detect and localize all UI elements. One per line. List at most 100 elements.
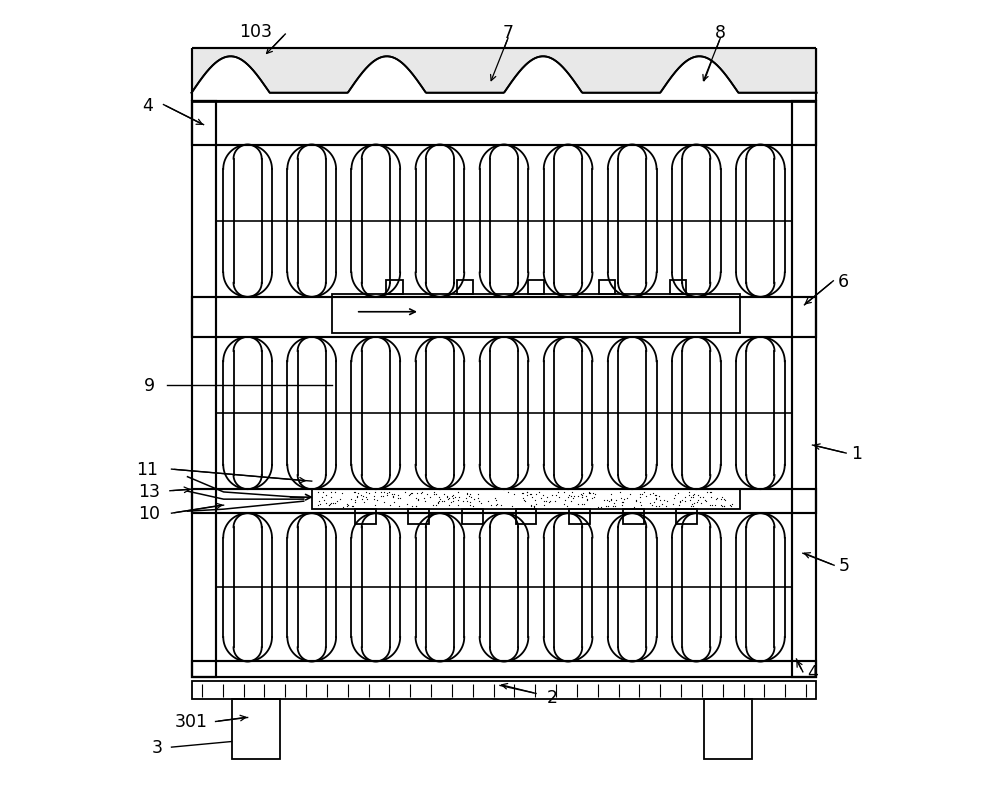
- Point: [367, 499, 383, 512]
- Point: [431, 491, 447, 503]
- Text: 9: 9: [144, 377, 155, 394]
- Point: [648, 493, 664, 506]
- Text: 1: 1: [851, 445, 862, 463]
- Point: [709, 491, 725, 504]
- Point: [570, 490, 586, 503]
- Point: [373, 490, 389, 503]
- Point: [417, 495, 433, 507]
- Point: [359, 493, 375, 506]
- Point: [413, 487, 429, 500]
- Point: [321, 499, 337, 512]
- Point: [648, 492, 664, 505]
- Point: [716, 499, 732, 512]
- Point: [681, 489, 697, 502]
- Point: [310, 499, 326, 512]
- Point: [533, 491, 549, 504]
- Point: [450, 494, 466, 507]
- Bar: [192, 101, 216, 678]
- Bar: [623, 510, 644, 524]
- Point: [366, 490, 382, 503]
- Point: [708, 492, 724, 505]
- Point: [355, 490, 371, 503]
- Point: [561, 488, 577, 501]
- Point: [526, 500, 542, 513]
- Point: [404, 499, 420, 512]
- Point: [578, 490, 594, 503]
- Point: [408, 492, 424, 505]
- Bar: [704, 699, 752, 759]
- Point: [581, 486, 597, 499]
- Bar: [462, 510, 483, 524]
- Point: [445, 495, 461, 507]
- Point: [716, 499, 732, 512]
- Point: [358, 486, 374, 499]
- Point: [487, 492, 503, 505]
- Point: [473, 496, 489, 509]
- Point: [607, 500, 623, 513]
- Point: [633, 499, 649, 512]
- Point: [356, 496, 372, 509]
- Point: [605, 499, 621, 512]
- Point: [459, 488, 475, 501]
- Point: [536, 499, 552, 512]
- Point: [613, 491, 629, 504]
- Point: [402, 487, 418, 500]
- Point: [626, 500, 642, 513]
- Point: [636, 486, 652, 499]
- Text: 5: 5: [839, 556, 850, 574]
- Point: [632, 491, 648, 503]
- Point: [656, 494, 672, 507]
- Point: [584, 491, 600, 504]
- Point: [702, 486, 718, 499]
- Point: [489, 499, 505, 512]
- Bar: [676, 510, 697, 524]
- Point: [632, 495, 648, 508]
- Point: [667, 489, 683, 502]
- Point: [517, 495, 533, 507]
- Point: [428, 499, 444, 512]
- Point: [659, 495, 675, 507]
- Point: [430, 495, 446, 508]
- Point: [373, 486, 389, 499]
- Point: [514, 487, 530, 499]
- Point: [349, 491, 365, 504]
- Point: [422, 491, 438, 503]
- Point: [376, 487, 392, 499]
- Point: [601, 495, 617, 507]
- Point: [451, 491, 467, 504]
- Point: [349, 490, 365, 503]
- Point: [439, 490, 455, 503]
- Point: [538, 495, 554, 507]
- Point: [519, 489, 535, 502]
- Point: [384, 488, 400, 501]
- Point: [462, 499, 478, 512]
- Bar: [312, 490, 740, 510]
- Point: [686, 496, 702, 509]
- Point: [322, 498, 338, 511]
- Point: [335, 500, 351, 513]
- Point: [614, 499, 630, 512]
- Point: [381, 486, 397, 499]
- Point: [430, 497, 446, 510]
- Point: [466, 493, 482, 506]
- Point: [312, 498, 328, 511]
- Point: [488, 499, 504, 512]
- Point: [619, 491, 635, 504]
- Point: [603, 488, 619, 501]
- Point: [608, 495, 624, 507]
- Point: [444, 490, 460, 503]
- Point: [677, 491, 693, 504]
- Point: [672, 495, 688, 507]
- Point: [547, 495, 563, 507]
- Point: [548, 489, 564, 502]
- Point: [713, 499, 729, 512]
- Point: [347, 486, 363, 499]
- Point: [327, 487, 343, 499]
- Point: [436, 487, 452, 500]
- Point: [600, 500, 616, 513]
- Point: [329, 495, 345, 507]
- Point: [343, 492, 359, 505]
- Point: [559, 499, 575, 512]
- Point: [557, 495, 573, 507]
- Point: [670, 487, 686, 500]
